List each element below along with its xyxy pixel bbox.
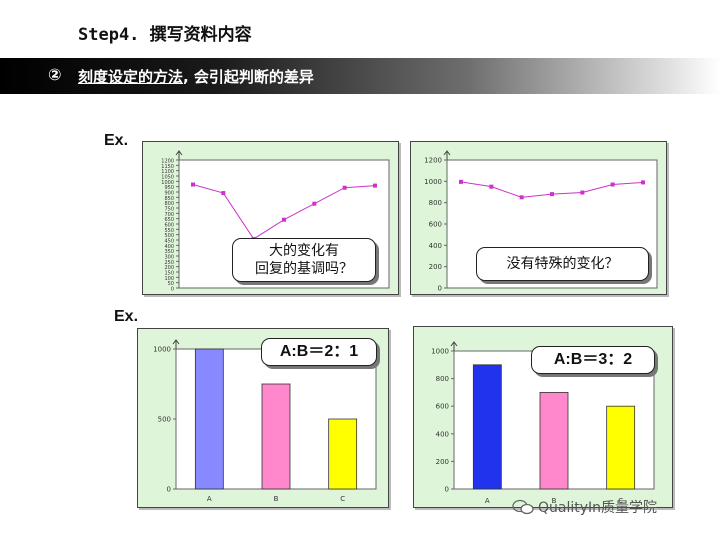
y-tick-label: 200 [436,458,449,466]
y-tick-label: 1200 [161,159,174,165]
y-axis-arrowhead [450,341,458,347]
y-axis-arrowhead [443,150,451,156]
watermark: QualityIn质量学院 [512,497,657,517]
y-tick-label: 200 [429,263,442,271]
y-tick-label: 1000 [153,346,171,354]
y-tick-label: 50 [168,281,174,287]
y-tick-label: 900 [164,191,174,197]
y-axis-arrowhead [175,150,183,156]
section-number: ② [48,65,62,84]
section-heading-rest: , 会引起判断的差异 [183,68,314,86]
y-tick-label: 750 [164,207,174,213]
data-point [191,182,195,187]
section-heading-underlined: 刻度设定的方法 [78,68,184,86]
y-tick-label: 800 [429,199,442,207]
example-label-2: Ex. [114,308,139,325]
y-tick-label: 600 [436,403,449,411]
y-tick-label: 550 [164,228,174,234]
y-tick-label: 500 [158,416,171,424]
y-tick-label: 0 [171,287,174,293]
y-tick-label: 800 [164,201,174,207]
x-tick-label: C [618,497,623,505]
y-tick-label: 400 [164,244,174,250]
y-tick-label: 450 [164,239,174,245]
y-tick-label: 300 [164,255,174,261]
data-point [459,179,463,184]
data-point [519,195,524,200]
data-point [489,184,494,189]
data-point [550,192,554,197]
data-point [221,191,226,196]
y-tick-label: 1000 [424,178,442,186]
bar-chart-panel-1: 0 500 1000 A B C [137,328,389,508]
data-point [282,217,286,222]
y-tick-label: 1000 [431,348,449,356]
data-point [342,185,347,190]
y-tick-label: 1000 [161,180,174,186]
y-tick-label: 600 [164,223,174,229]
data-point [610,182,615,187]
y-tick-label: 600 [429,221,442,229]
section-banner: ② 刻度设定的方法, 会引起判断的差异 [0,58,720,94]
x-tick-label: B [552,497,557,505]
x-tick-label: A [485,497,490,505]
y-tick-label: 0 [167,486,171,494]
page-title: Step4. 撰写资料内容 [78,25,252,45]
bar-chart-2: 0 200 400 600 800 1000 A B C [431,341,655,505]
y-tick-label: 500 [164,233,174,239]
data-point [641,180,645,185]
y-tick-label: 1100 [161,169,174,175]
y-tick-label: 850 [164,196,174,202]
data-point [580,190,585,195]
bar-C [606,405,636,490]
y-tick-label: 1200 [424,157,442,165]
y-tick-label: 150 [164,271,174,277]
bar-A [194,348,224,490]
y-tick-label: 0 [445,486,449,494]
bar-chart-1: 0 500 1000 A B C [153,339,377,503]
data-point [312,201,317,206]
y-tick-label: 350 [164,249,174,255]
x-tick-label: A [207,495,212,503]
y-axis-arrowhead [172,339,180,345]
bar-B [261,383,291,490]
callout-chart-3: A:B＝2：1 [261,338,377,366]
y-tick-label: 1150 [161,164,174,170]
y-tick-label: 800 [436,375,449,383]
y-tick-label: 650 [164,217,174,223]
bar-B [539,392,569,490]
x-tick-label: B [274,495,279,503]
bar-A [472,364,502,490]
y-tick-label: 0 [438,285,442,293]
x-tick-label: C [340,495,345,503]
data-point [373,183,377,188]
example-label-1: Ex. [104,132,129,149]
y-tick-label: 700 [164,212,174,218]
watermark-text: QualityIn质量学院 [538,500,658,516]
callout-chart-2: 没有特殊的变化？ [476,247,649,281]
y-tick-label: 100 [164,276,174,282]
section-heading: 刻度设定的方法, 会引起判断的差异 [78,66,314,87]
callout-chart-1: 大的变化有 回复的基调吗？ [232,238,376,282]
y-tick-label: 200 [164,265,174,271]
y-tick-label: 400 [436,430,449,438]
wechat-icon [512,499,534,515]
y-tick-label: 1050 [161,175,174,181]
bar-C [328,418,358,490]
y-tick-label: 950 [164,185,174,191]
callout-chart-4: A:B＝3：2 [531,346,655,374]
y-tick-label: 400 [429,242,442,250]
y-tick-label: 250 [164,260,174,266]
